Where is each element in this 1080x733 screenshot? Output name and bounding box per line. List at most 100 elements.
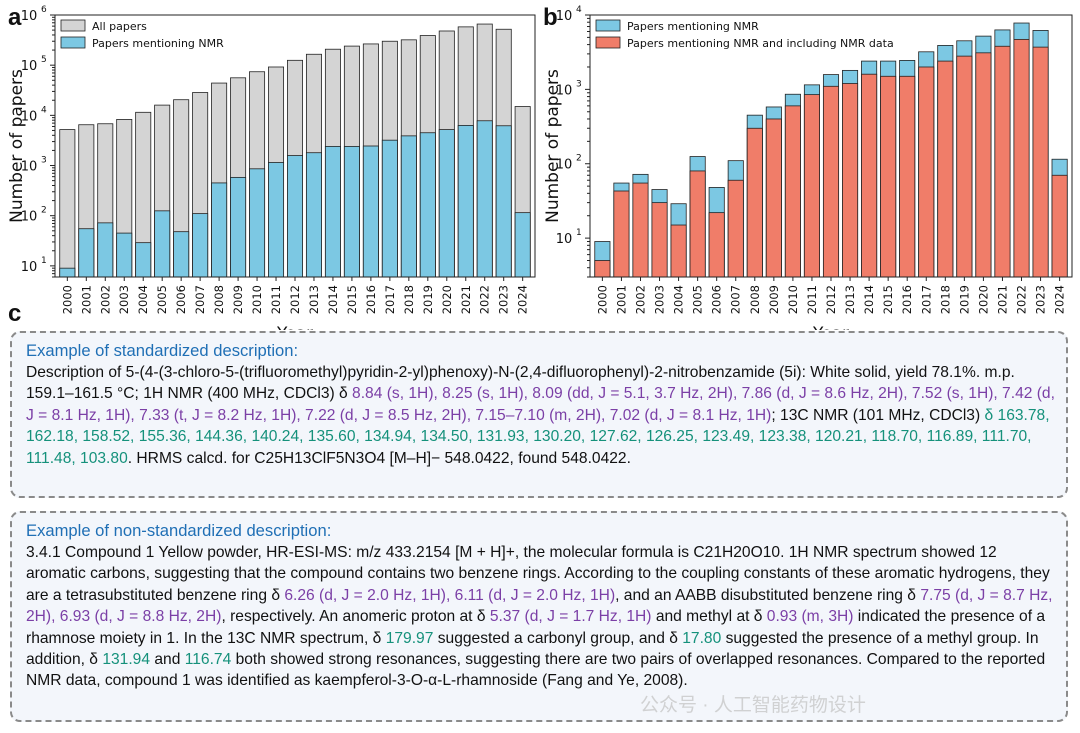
y-tick-exponent: 1 — [41, 256, 47, 266]
bar-front — [594, 260, 611, 278]
bar-front — [956, 55, 973, 278]
bar-front — [495, 125, 512, 278]
bar-front — [343, 146, 360, 278]
bar-front — [457, 125, 474, 278]
x-tick-label: 2001 — [614, 285, 628, 314]
panel-label-b: b — [543, 4, 558, 31]
y-tick-exponent: 4 — [576, 5, 582, 15]
legend-swatch — [60, 19, 86, 32]
x-tick-label: 2013 — [843, 285, 857, 314]
x-tick-label: 2008 — [748, 285, 762, 314]
bar-front — [362, 145, 379, 278]
bar-front — [1051, 174, 1068, 278]
bar-front — [476, 120, 493, 278]
y-tick-label: 10 — [21, 9, 38, 24]
desc-text: and — [150, 651, 185, 669]
x-tick-label: 2017 — [383, 285, 397, 314]
x-tick-label: 2016 — [364, 285, 378, 314]
bar-front — [268, 162, 285, 278]
x-tick-label: 2002 — [98, 285, 112, 314]
desc-text: 3.4.1 Compound 1 Yellow powder, HR-ESI-M… — [26, 544, 1050, 604]
legend-label: Papers mentioning NMR and including NMR … — [627, 37, 894, 50]
x-tick-label: 2003 — [117, 285, 131, 314]
bar-front — [324, 146, 341, 278]
bar-front — [918, 66, 935, 278]
bar-front — [249, 168, 266, 278]
c-nmr-peaks: 131.94 — [102, 651, 151, 669]
bar-front — [899, 75, 916, 278]
non-standardized-description-box: Example of non-standardized description:… — [10, 511, 1068, 722]
bar-front — [765, 118, 782, 278]
bar-front — [670, 224, 687, 278]
x-tick-label: 2010 — [786, 285, 800, 314]
x-tick-label: 2000 — [60, 285, 74, 314]
desc-text: both showed strong resonances, suggestin… — [26, 651, 1046, 690]
h-nmr-peaks: 7.75 (d, J = 8.7 Hz, 2H), 6.93 (d, J = 8… — [26, 586, 1053, 626]
x-tick-label: 2011 — [269, 285, 283, 314]
bar-back — [59, 129, 76, 278]
bar-front — [746, 127, 763, 278]
x-tick-label: 2021 — [995, 285, 1009, 314]
bar-front — [1013, 38, 1030, 278]
bar-front — [803, 94, 820, 278]
x-tick-label: 2016 — [900, 285, 914, 314]
bar-front — [230, 176, 247, 278]
panel-label-c: c — [8, 300, 22, 327]
x-tick-label: 2015 — [345, 285, 359, 314]
x-tick-label: 2005 — [155, 285, 169, 314]
x-tick-label: 2003 — [653, 285, 667, 314]
bar-front — [975, 52, 992, 278]
x-tick-label: 2024 — [516, 285, 530, 314]
x-tick-label: 2014 — [862, 285, 876, 314]
h-nmr-peaks: 5.37 (d, J = 1.7 Hz, 1H) — [489, 608, 652, 626]
x-tick-label: 2022 — [1015, 285, 1029, 314]
desc-text: . HRMS calcd. for C25H13ClF5N3O4 [M–H]− … — [127, 449, 631, 467]
y-tick-exponent: 1 — [576, 228, 582, 238]
c-nmr-peaks: 17.80 — [682, 629, 722, 647]
x-tick-label: 2012 — [824, 285, 838, 314]
standardized-description-title: Example of standardized description: — [26, 341, 299, 360]
bar-front — [822, 85, 840, 278]
x-tick-label: 2018 — [938, 285, 952, 314]
h-nmr-peaks: 8.84 (s, 1H), 8.25 (s, 1H), 8.09 (dd, J … — [26, 385, 1055, 424]
x-tick-label: 2011 — [805, 285, 819, 314]
x-tick-label: 2022 — [478, 285, 492, 314]
bar-front — [727, 179, 744, 278]
bar-front — [689, 170, 706, 278]
desc-text: Description of 5-(4-(3-chloro-5-(trifluo… — [26, 364, 1015, 403]
x-tick-label: 2007 — [729, 285, 743, 314]
x-tick-label: 2004 — [672, 285, 686, 314]
y-tick-label: 10 — [21, 260, 38, 275]
x-tick-label: 2015 — [881, 285, 895, 314]
y-tick-exponent: 3 — [576, 79, 582, 89]
bar-front — [784, 105, 801, 278]
desc-text: , and an AABB disubstituted benzene ring… — [615, 586, 921, 604]
bar-front — [287, 155, 303, 278]
bar-front — [135, 242, 152, 278]
bar-front — [116, 232, 133, 278]
x-tick-label: 2021 — [459, 285, 473, 314]
y-tick-exponent: 6 — [41, 5, 47, 15]
legend-swatch — [595, 19, 621, 32]
desc-text: suggested a carbonyl group, and δ — [433, 629, 683, 647]
y-tick-exponent: 3 — [41, 156, 47, 166]
y-tick-exponent: 2 — [576, 154, 582, 164]
x-tick-label: 2023 — [1034, 285, 1048, 314]
bar-front — [154, 210, 171, 278]
legend-label: All papers — [92, 20, 147, 33]
x-tick-label: 2024 — [1053, 285, 1067, 314]
h-nmr-peaks: 0.93 (m, 3H) — [766, 608, 854, 626]
desc-text: and methyl at δ — [651, 608, 767, 626]
x-tick-label: 2023 — [497, 285, 511, 314]
x-tick-label: 2009 — [767, 285, 781, 314]
x-tick-label: 2006 — [174, 285, 188, 314]
legend-swatch — [60, 36, 86, 49]
legend-label: Papers mentioning NMR — [627, 20, 759, 33]
bar-front — [59, 267, 76, 278]
bar-front — [400, 135, 417, 278]
h-nmr-peaks: 6.26 (d, J = 2.0 Hz, 1H), 6.11 (d, J = 2… — [284, 586, 616, 604]
bar-front — [192, 213, 209, 278]
bar-front — [880, 75, 897, 278]
bar-front — [173, 231, 190, 278]
legend-swatch — [595, 36, 621, 49]
